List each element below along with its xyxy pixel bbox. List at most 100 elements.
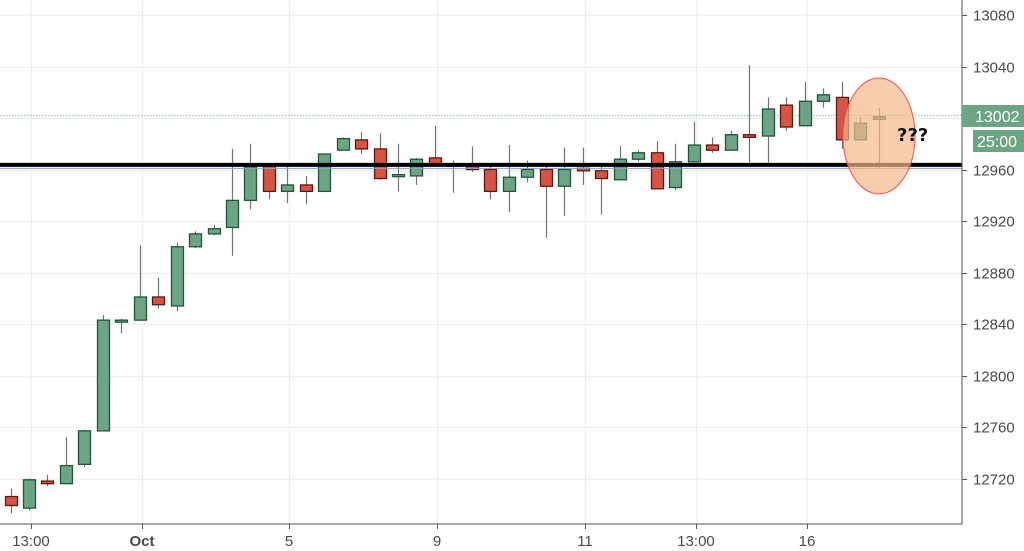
- candle-up[interactable]: [317, 153, 332, 193]
- x-tick-label: 5: [285, 533, 293, 550]
- candle-down[interactable]: [354, 132, 369, 155]
- candle-body: [151, 296, 166, 306]
- candle-up[interactable]: [207, 224, 222, 236]
- candle-body: [280, 184, 295, 193]
- candle-up[interactable]: [816, 88, 831, 108]
- annotation-ellipse-shape[interactable]: [842, 77, 916, 195]
- x-tick-label: Oct: [129, 533, 154, 550]
- candle-down[interactable]: [373, 133, 388, 180]
- candle-down[interactable]: [779, 97, 794, 131]
- candle-body: [114, 319, 129, 323]
- candle-up[interactable]: [114, 318, 129, 334]
- y-tick-label: 12800: [973, 369, 1015, 386]
- candle-body: [336, 137, 351, 151]
- candle-body: [779, 104, 794, 128]
- candle-up[interactable]: [280, 165, 295, 203]
- candle-body: [520, 168, 535, 178]
- annotation-ellipse[interactable]: ???: [842, 77, 928, 195]
- y-tick-label: 12840: [973, 317, 1015, 334]
- support-line[interactable]: [0, 162, 962, 169]
- candle-body: [96, 319, 111, 432]
- candle-up[interactable]: [631, 150, 646, 162]
- candle-body: [391, 173, 406, 178]
- candle-body: [705, 144, 720, 151]
- candle-up[interactable]: [409, 157, 424, 185]
- candle-body: [687, 144, 702, 163]
- candle-body: [742, 134, 757, 138]
- candle-body: [409, 158, 424, 177]
- candle-body: [798, 100, 813, 127]
- candle-down[interactable]: [539, 164, 554, 238]
- current-price-tag: [962, 105, 1024, 127]
- candle-down[interactable]: [742, 65, 757, 165]
- candle-up[interactable]: [243, 143, 258, 210]
- x-axis-ticks[interactable]: 13:00 Oct 5 9 11 13:00 16: [12, 524, 815, 550]
- grid-lines: [0, 0, 962, 524]
- x-tick-label: 13:00: [12, 533, 50, 550]
- candle-down[interactable]: [428, 125, 443, 166]
- countdown-tag: [973, 130, 1024, 152]
- candle-body: [225, 199, 240, 229]
- y-tick-label: 12920: [973, 214, 1015, 231]
- candle-body: [188, 233, 203, 248]
- candle-up[interactable]: [336, 137, 351, 151]
- y-tick-label: 12960: [973, 163, 1015, 180]
- x-tick-label: 11: [577, 533, 593, 550]
- candle-body: [262, 164, 277, 193]
- candle-down[interactable]: [594, 166, 609, 215]
- candle-down[interactable]: [40, 474, 55, 487]
- candle-body: [816, 94, 831, 102]
- candle-body: [4, 495, 19, 507]
- y-tick-label: 13040: [973, 60, 1015, 77]
- x-tick-label: 13:00: [677, 533, 715, 550]
- candle-body: [207, 228, 222, 235]
- candle-body: [594, 170, 609, 180]
- candle-body: [133, 296, 148, 321]
- candle-up[interactable]: [724, 130, 739, 151]
- candle-down[interactable]: [483, 166, 498, 200]
- candle-up[interactable]: [96, 314, 111, 432]
- candle-up[interactable]: [77, 429, 92, 467]
- y-axis-ticks[interactable]: 12720 12760 12800 12840 12880 12920 12960 13040…: [962, 8, 1015, 489]
- candle-body: [299, 184, 314, 193]
- candles: [4, 65, 887, 514]
- candle-up[interactable]: [798, 81, 813, 127]
- x-tick-label: 9: [433, 533, 441, 550]
- y-tick-label: 12720: [973, 472, 1015, 489]
- candle-body: [650, 152, 665, 190]
- candle-down[interactable]: [262, 163, 277, 200]
- x-tick-label: 16: [799, 533, 816, 550]
- candle-body: [557, 168, 572, 187]
- candle-body: [243, 166, 258, 202]
- candle-up[interactable]: [761, 97, 776, 166]
- countdown-label: 25:00: [977, 134, 1017, 151]
- y-tick-label: 13080: [973, 8, 1015, 25]
- candle-body: [317, 153, 332, 193]
- candle-body: [59, 464, 74, 485]
- candle-up[interactable]: [557, 147, 572, 216]
- candle-up[interactable]: [133, 245, 148, 321]
- axes: [0, 0, 963, 525]
- candle-down[interactable]: [705, 137, 720, 153]
- candle-body: [170, 246, 185, 307]
- candle-up[interactable]: [687, 121, 702, 163]
- candle-down[interactable]: [4, 488, 19, 514]
- candle-up[interactable]: [502, 145, 517, 212]
- candle-down[interactable]: [151, 277, 166, 309]
- candle-body: [22, 479, 37, 509]
- candle-up[interactable]: [22, 478, 37, 511]
- candle-body: [539, 168, 554, 187]
- candle-up[interactable]: [391, 143, 406, 192]
- y-tick-label: 12760: [973, 420, 1015, 437]
- candle-body: [40, 480, 55, 485]
- candle-down[interactable]: [299, 175, 314, 205]
- candle-up[interactable]: [59, 437, 74, 485]
- y-tick-label: 12880: [973, 266, 1015, 283]
- price-tags: 13002 25:00: [962, 105, 1024, 152]
- candle-body: [354, 139, 369, 150]
- candle-body: [613, 158, 628, 181]
- candle-body: [77, 430, 92, 465]
- candle-body: [724, 134, 739, 151]
- candle-up[interactable]: [188, 231, 203, 249]
- candle-up[interactable]: [170, 242, 185, 312]
